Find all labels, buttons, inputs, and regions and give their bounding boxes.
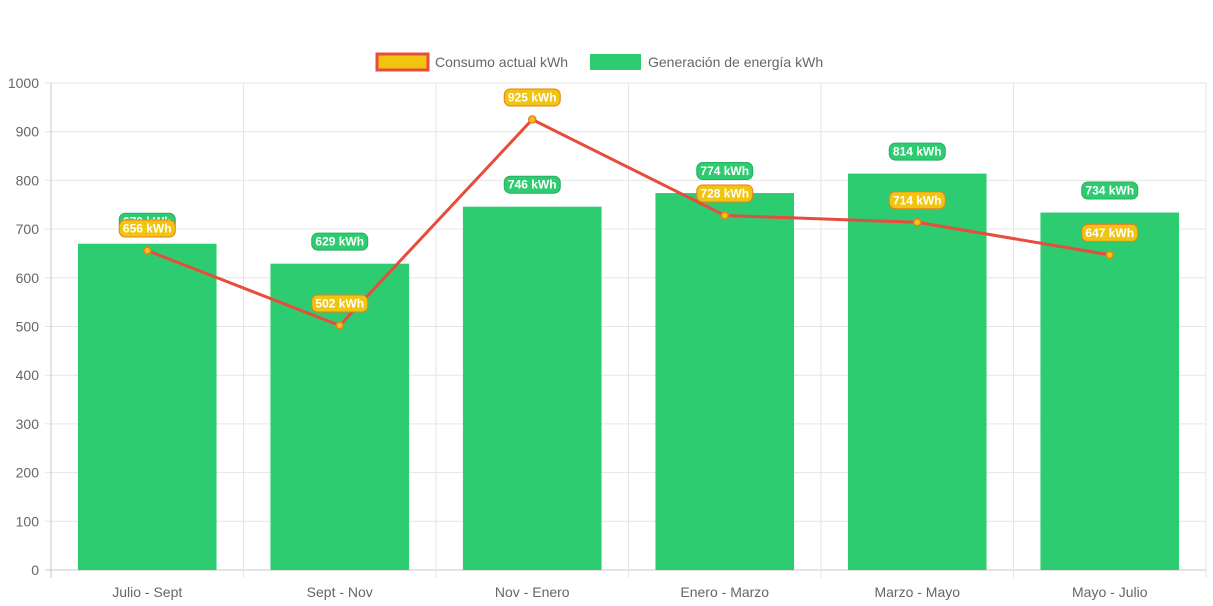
line-point[interactable] (528, 115, 537, 124)
line-point[interactable] (143, 246, 152, 255)
legend-item-consumo[interactable]: Consumo actual kWh (375, 52, 568, 72)
line-data-label: 656 kWh (118, 219, 176, 238)
x-tick-label: Marzo - Mayo (874, 584, 960, 600)
bar[interactable] (847, 173, 987, 570)
line-data-label: 647 kWh (1081, 223, 1139, 242)
bar-data-label-text: 629 kWh (315, 235, 364, 249)
line-point[interactable] (913, 218, 922, 227)
line-data-label-text: 647 kWh (1085, 226, 1134, 240)
bar[interactable] (77, 243, 217, 570)
line-data-label-box (503, 88, 561, 107)
y-tick-label: 700 (16, 221, 40, 237)
x-tick-label: Nov - Enero (495, 584, 570, 600)
bar[interactable] (1040, 212, 1180, 571)
line-data-label-text: 502 kWh (315, 297, 364, 311)
line-data-label-text: 656 kWh (123, 222, 172, 236)
bar-data-label-box (503, 175, 561, 194)
bar-data-label-box (696, 162, 754, 181)
line-data-label-box (888, 191, 946, 210)
legend-swatch-consumo (375, 52, 430, 72)
line-data-label-box (118, 219, 176, 238)
bar-data-label: 629 kWh (311, 232, 369, 251)
bar-data-label-text: 774 kWh (700, 164, 749, 178)
line-data-label: 714 kWh (888, 191, 946, 210)
line-data-label-text: 714 kWh (893, 193, 942, 207)
bar-data-label: 734 kWh (1081, 181, 1139, 200)
line-data-label-box (696, 184, 754, 203)
bar-data-label: 814 kWh (888, 142, 946, 161)
line-series-consumo (146, 118, 1111, 328)
y-tick-label: 200 (16, 465, 40, 481)
x-tick-label: Sept - Nov (307, 584, 373, 600)
x-tick-label: Julio - Sept (112, 584, 182, 600)
y-tick-label: 400 (16, 367, 40, 383)
bar-data-label-box (888, 142, 946, 161)
line-data-label: 728 kWh (696, 184, 754, 203)
bar[interactable] (462, 206, 602, 570)
line-data-label-text: 728 kWh (700, 186, 749, 200)
line-point[interactable] (720, 211, 729, 220)
legend: Consumo actual kWh Generación de energía… (375, 52, 823, 72)
y-tick-label: 300 (16, 416, 40, 432)
bar-data-label-text: 814 kWh (893, 145, 942, 159)
line-labels: 656 kWh 502 kWh 925 kWh 728 kWh 714 kWh 647 k… (118, 88, 1139, 313)
bar-data-label-text: 734 kWh (1085, 184, 1134, 198)
bar[interactable] (655, 193, 795, 570)
y-tick-label: 800 (16, 172, 40, 188)
legend-label-consumo: Consumo actual kWh (435, 54, 568, 70)
legend-item-generacion[interactable]: Generación de energía kWh (590, 54, 823, 70)
y-tick-label: 1000 (8, 75, 39, 91)
x-tick-label: Enero - Marzo (680, 584, 769, 600)
y-tick-label: 0 (31, 562, 39, 578)
y-axis: 0 100 200 300 400 500 600 700 800 900 1000 (8, 75, 39, 578)
x-axis: Julio - Sept Sept - Nov Nov - Enero Enero -… (112, 584, 1147, 600)
legend-swatch-generacion (590, 54, 641, 70)
line-point[interactable] (335, 321, 344, 330)
bar-data-label-box (1081, 181, 1139, 200)
line-layer (143, 115, 1114, 330)
x-tick-label: Mayo - Julio (1072, 584, 1148, 600)
line-data-label-text: 925 kWh (508, 91, 557, 105)
bar-data-label: 746 kWh (503, 175, 561, 194)
y-tick-label: 600 (16, 270, 40, 286)
line-data-label-box (311, 294, 369, 313)
bar-data-label-text: 746 kWh (508, 178, 557, 192)
line-data-label: 502 kWh (311, 294, 369, 313)
y-tick-label: 900 (16, 124, 40, 140)
y-tick-label: 100 (16, 513, 40, 529)
bar-data-label: 774 kWh (696, 162, 754, 181)
y-tick-label: 500 (16, 319, 40, 335)
legend-label-generacion: Generación de energía kWh (648, 54, 823, 70)
line-data-label: 925 kWh (503, 88, 561, 107)
bar-data-label-box (311, 232, 369, 251)
line-data-label-box (1081, 223, 1139, 242)
grid (45, 82, 1207, 578)
bar[interactable] (270, 263, 410, 570)
line-point[interactable] (1105, 250, 1114, 260)
bars (77, 173, 1180, 571)
